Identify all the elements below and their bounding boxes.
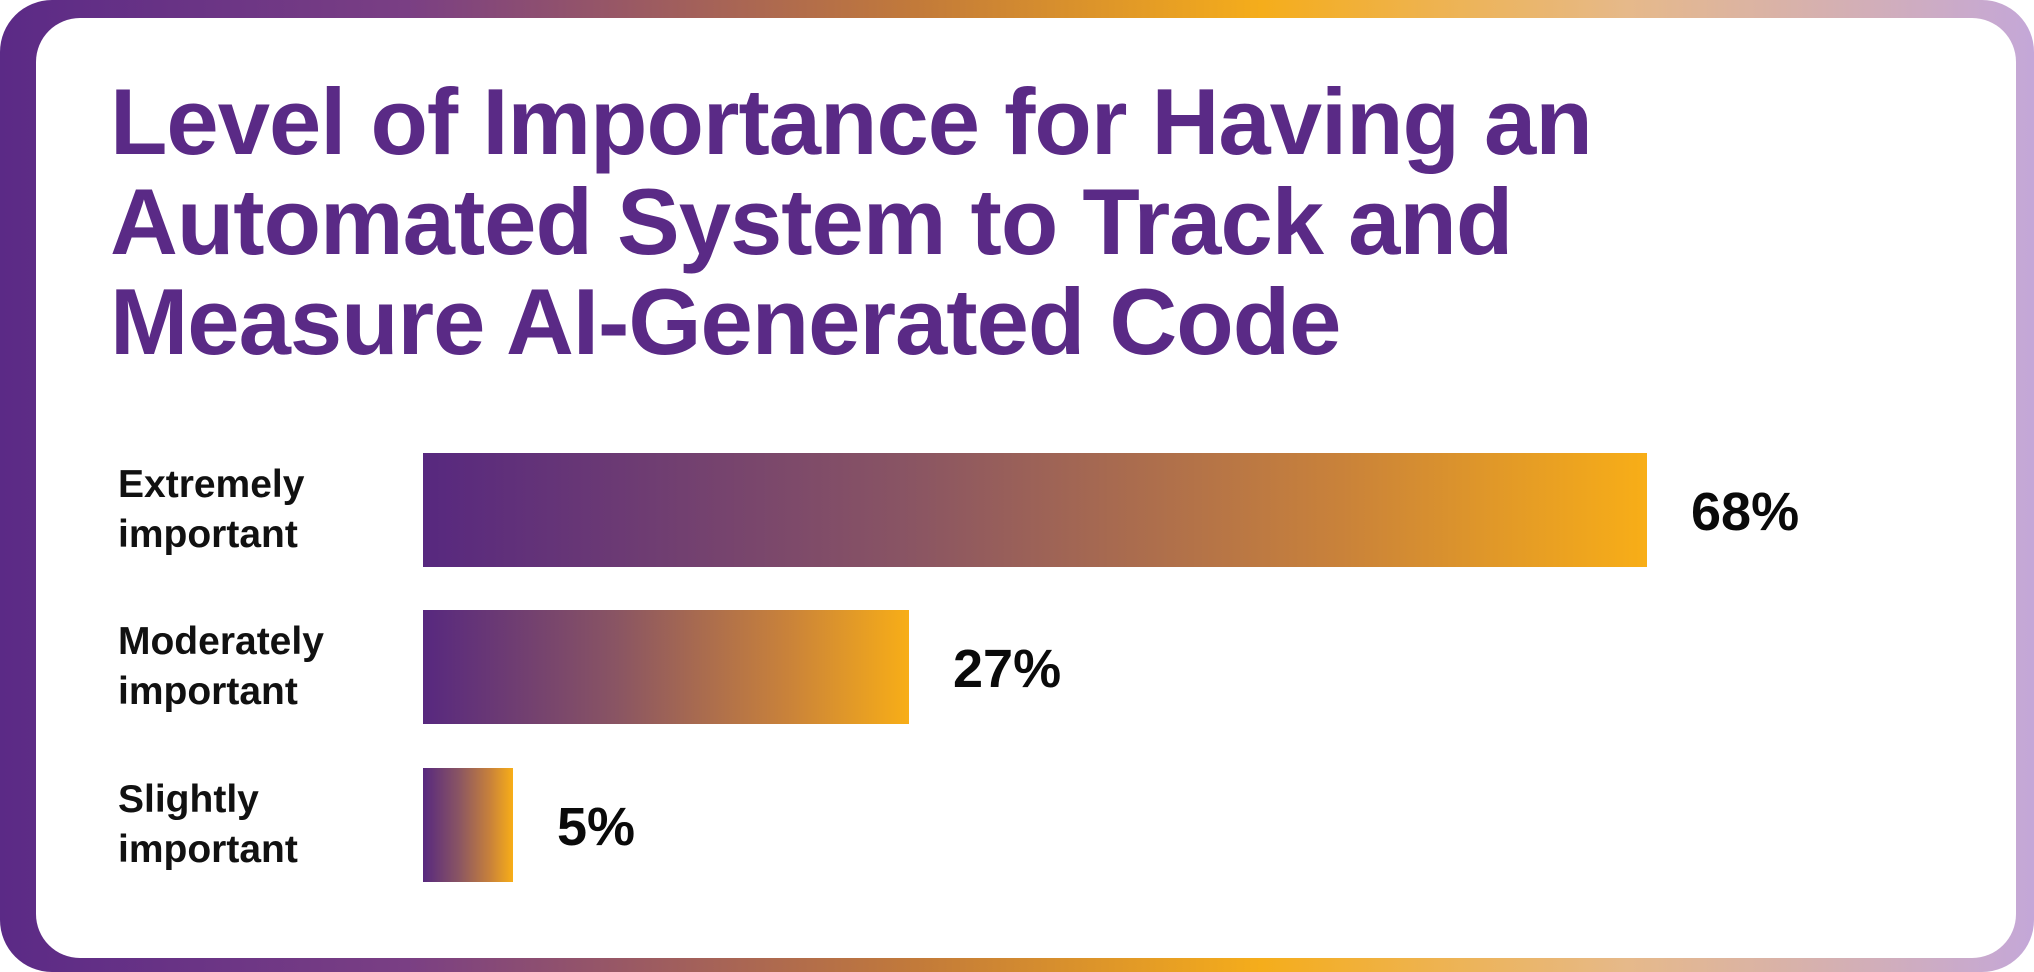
category-label: Slightly important	[118, 778, 298, 871]
category-label: Extremely important	[118, 463, 305, 556]
value-label: 68%	[1691, 482, 1800, 542]
bar	[423, 453, 1647, 567]
chart-title: Level of Importance for Having an Automa…	[110, 69, 1593, 374]
value-label: 27%	[953, 639, 1062, 699]
category-label: Moderately important	[118, 620, 324, 713]
bar	[423, 768, 513, 882]
value-label: 5%	[557, 797, 636, 857]
bar	[423, 610, 909, 724]
